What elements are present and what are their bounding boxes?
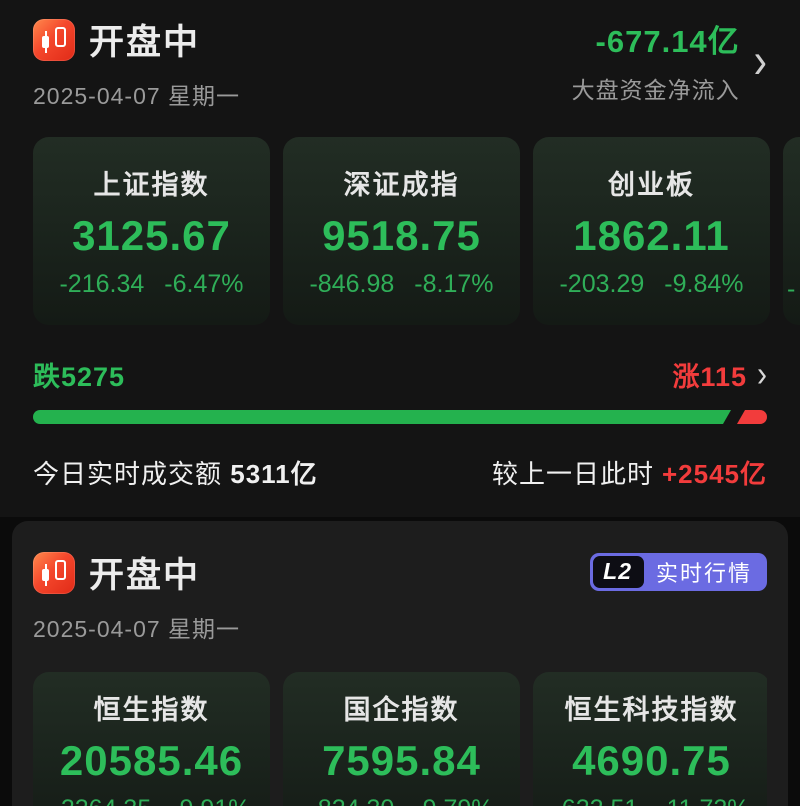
index-value: 9518.75 <box>322 212 481 259</box>
turnover-row: 今日实时成交额 5311亿 较上一日此时 +2545亿 <box>0 454 800 491</box>
index-value: 4690.75 <box>572 737 731 784</box>
index-name: 恒生科技指数 <box>564 695 739 725</box>
index-pct: -9.91% <box>171 795 250 806</box>
a-share-index-cards: 上证指数 3125.67 -216.34 -6.47% 深证成指 9518.75… <box>33 137 800 325</box>
index-pct: -6.47% <box>164 270 244 298</box>
chevron-right-icon[interactable]: › <box>757 354 767 394</box>
hk-index-cards: 恒生指数 20585.46 -2264.35 -9.91% 国企指数 7595.… <box>33 672 767 806</box>
l2-label: 实时行情 <box>655 561 752 586</box>
net-inflow-value: -677.14亿 <box>595 24 740 59</box>
turnover-value: 5311亿 <box>230 459 318 489</box>
index-value: 3125.67 <box>72 212 231 259</box>
advancers-bar-segment <box>737 410 767 424</box>
market-status-title: 开盘中 <box>89 556 201 595</box>
candlestick-app-icon <box>33 18 75 61</box>
turnover-vs-value: +2545亿 <box>661 459 767 489</box>
turnover-label: 今日实时成交额 <box>33 459 231 489</box>
index-pct: -9.79% <box>414 795 493 806</box>
advancers-count: 涨115 <box>672 362 747 392</box>
index-value: 20585.46 <box>59 737 244 784</box>
index-change: -824.30 <box>309 795 394 806</box>
index-pct: -8.17% <box>414 270 494 298</box>
index-change: -846.98 <box>309 270 395 298</box>
index-name: 恒生指数 <box>93 695 210 725</box>
market-date: 2025-04-07 星期一 <box>33 616 241 642</box>
market-status-title: 开盘中 <box>89 23 201 62</box>
hk-header: 开盘中 2025-04-07 星期一 L2 实时行情 <box>33 547 767 644</box>
market-date: 2025-04-07 星期一 <box>33 83 241 109</box>
decliners-count: 跌5275 <box>33 362 126 392</box>
decliners-bar-segment <box>33 410 731 424</box>
index-change: -2264.35 <box>53 795 152 806</box>
turnover-vs-label: 较上一日此时 <box>491 459 654 489</box>
index-card-hscei[interactable]: 国企指数 7595.84 -824.30 -9.79% <box>283 672 520 806</box>
a-share-header: 开盘中 2025-04-07 星期一 -677.14亿 大盘资金净流入 › <box>0 14 800 111</box>
candlestick-app-icon <box>33 551 75 594</box>
hk-panel: 开盘中 2025-04-07 星期一 L2 实时行情 恒生指数 20585.46… <box>12 521 788 806</box>
index-card-shanghai[interactable]: 上证指数 3125.67 -216.34 -6.47% <box>33 137 270 325</box>
candle-icon <box>55 554 66 585</box>
index-card-hstech[interactable]: 恒生科技指数 4690.75 -622.51 -11.72% <box>533 672 767 806</box>
breadth-progress-bar <box>33 410 767 424</box>
index-card-hangseng[interactable]: 恒生指数 20585.46 -2264.35 -9.91% <box>33 672 270 806</box>
index-change: -216.34 <box>59 270 145 298</box>
candle-icon <box>42 30 49 53</box>
l2-realtime-badge: L2 实时行情 <box>590 553 767 591</box>
index-pct: -11.72% <box>658 795 749 806</box>
a-share-panel: 开盘中 2025-04-07 星期一 -677.14亿 大盘资金净流入 › 上证… <box>0 14 800 491</box>
net-inflow-link[interactable]: -677.14亿 大盘资金净流入 › <box>572 16 767 105</box>
partial-change-fragment: - <box>787 275 796 303</box>
index-value: 1862.11 <box>573 212 730 259</box>
index-name: 深证成指 <box>343 170 460 200</box>
index-name: 国企指数 <box>343 695 460 725</box>
index-name: 上证指数 <box>93 170 210 200</box>
index-change: -203.29 <box>559 270 645 298</box>
index-card-partial-next[interactable]: - <box>783 137 800 325</box>
market-breadth-row[interactable]: 跌5275 涨115 › <box>0 355 800 394</box>
candle-icon <box>42 563 49 586</box>
candle-icon <box>55 21 66 52</box>
index-pct: -9.84% <box>664 270 744 298</box>
index-name: 创业板 <box>608 170 695 200</box>
index-card-chinext[interactable]: 创业板 1862.11 -203.29 -9.84% <box>533 137 770 325</box>
l2-logo: L2 <box>593 556 644 588</box>
chevron-right-icon[interactable]: › <box>753 33 767 88</box>
net-inflow-label: 大盘资金净流入 <box>571 77 740 103</box>
index-change: -622.51 <box>553 795 638 806</box>
index-value: 7595.84 <box>322 737 481 784</box>
index-card-shenzhen[interactable]: 深证成指 9518.75 -846.98 -8.17% <box>283 137 520 325</box>
